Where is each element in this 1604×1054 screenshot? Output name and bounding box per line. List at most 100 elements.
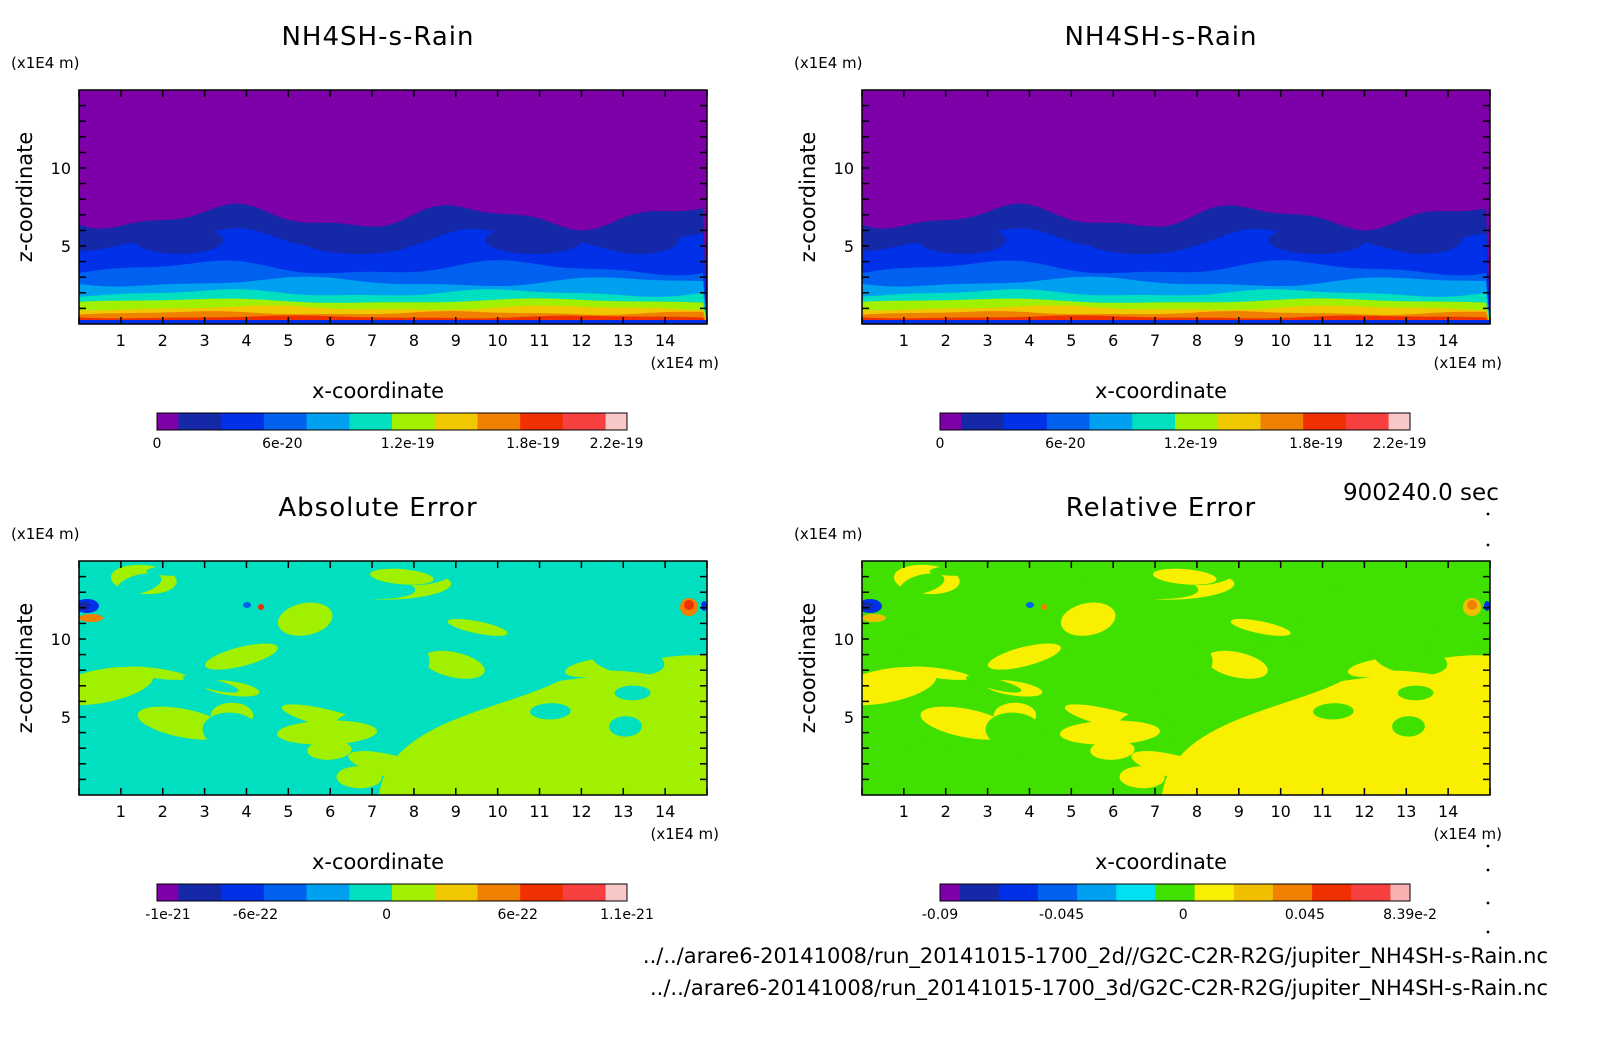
x-tick-label: 9 xyxy=(1234,331,1244,350)
x-tick-label: 2 xyxy=(158,331,168,350)
contour-cell-3 xyxy=(1382,226,1462,254)
contour-cell-3 xyxy=(599,226,679,254)
colorbar-frame xyxy=(939,412,1411,431)
colorbar-swatch xyxy=(605,884,628,901)
x-tick-label: 8 xyxy=(409,802,419,821)
colorbar-swatch xyxy=(1089,413,1133,430)
colorbar: -1e-21 -6e-22 0 6e-22 1.1e-21 xyxy=(145,883,654,923)
contour-blob xyxy=(1418,627,1487,652)
contour-field xyxy=(862,561,1490,795)
contour-blob xyxy=(530,703,571,720)
contour-blob xyxy=(336,766,382,789)
colorbar-tick-label: 6e-20 xyxy=(262,436,302,452)
colorbar-swatch xyxy=(263,884,307,901)
contour-blob xyxy=(1131,751,1220,783)
x-tick-label: 6 xyxy=(1108,331,1118,350)
contour-blob xyxy=(1397,685,1434,701)
x-tick-label: 10 xyxy=(1270,802,1290,821)
colorbar-tick-label: 6e-22 xyxy=(498,907,538,923)
margin-dot xyxy=(1486,930,1490,934)
contour-blob xyxy=(348,751,437,783)
x-tick-label: 13 xyxy=(613,802,633,821)
x-tick-label: 4 xyxy=(241,802,251,821)
colorbar-swatch xyxy=(477,884,521,901)
feature-left-orange xyxy=(79,614,103,622)
contour-blob xyxy=(1374,643,1448,676)
colorbar-swatch xyxy=(562,413,607,430)
colorbar-swatch xyxy=(477,413,521,430)
x-tick-label: 11 xyxy=(529,802,549,821)
contour-cell-2 xyxy=(1268,226,1366,254)
feature-right-red xyxy=(684,600,694,610)
x-tick-label: 13 xyxy=(613,331,633,350)
chart-title: NH4SH-s-Rain xyxy=(1064,22,1257,52)
chart-title: NH4SH-s-Rain xyxy=(281,22,474,52)
contour-blob xyxy=(1090,740,1135,760)
colorbar-tick-label: -1e-21 xyxy=(145,907,190,923)
contour-blob xyxy=(1150,682,1190,700)
y-tick-label: 5 xyxy=(61,708,71,727)
colorbar-swatch xyxy=(1303,413,1347,430)
plot-frame xyxy=(78,89,708,325)
contour-blob xyxy=(905,666,972,680)
x-tick-label: 11 xyxy=(529,331,549,350)
colorbar-swatch xyxy=(221,884,265,901)
x-tick-label: 2 xyxy=(941,802,951,821)
x-tick-label: 11 xyxy=(1312,802,1332,821)
colorbar-tick-label: -6e-22 xyxy=(233,907,278,923)
colorbar-swatch xyxy=(1004,413,1048,430)
feature-left-dark xyxy=(862,602,873,610)
colorbar-swatch xyxy=(1390,884,1411,901)
contour-blob xyxy=(929,562,1015,576)
x-tick-label: 5 xyxy=(283,802,293,821)
colorbar-swatch xyxy=(349,884,393,901)
contour-blob xyxy=(423,650,485,679)
y-unit-label: (x1E4 m) xyxy=(794,525,863,543)
colorbar-swatch xyxy=(1046,413,1090,430)
margin-dot xyxy=(1486,844,1490,848)
colorbar: -0.09 -0.045 0 0.045 8.39e-2 xyxy=(922,883,1437,923)
colorbar-swatch xyxy=(1194,884,1235,901)
contour-blob xyxy=(117,573,162,595)
chart-title: Absolute Error xyxy=(278,493,477,523)
feature-red-spot xyxy=(258,604,264,610)
margin-dot xyxy=(1486,512,1490,516)
colorbar-tick-label: 1.1e-21 xyxy=(600,907,654,923)
contour-blob xyxy=(637,655,707,682)
contour-blob xyxy=(1230,618,1291,636)
contour-blob xyxy=(202,712,259,749)
colorbar-tick-label: 0 xyxy=(382,907,391,923)
colorbar: 0 6e-20 1.2e-19 1.8e-19 2.2e-19 xyxy=(936,412,1427,452)
contour-field xyxy=(79,561,707,795)
x-tick-label: 1 xyxy=(899,331,909,350)
colorbar-swatch xyxy=(961,413,1005,430)
colorbar-swatch xyxy=(157,413,179,430)
colorbar-swatch xyxy=(1132,413,1176,430)
feature-left-dark xyxy=(79,602,90,610)
x-tick-label: 14 xyxy=(1438,331,1458,350)
x-tick-label: 4 xyxy=(241,331,251,350)
contour-blob xyxy=(965,675,1022,693)
colorbar-frame xyxy=(156,883,628,902)
x-tick-label: 10 xyxy=(487,802,507,821)
colorbar-swatch xyxy=(520,413,564,430)
x-tick-label: 12 xyxy=(1354,331,1374,350)
colorbar-swatch xyxy=(1175,413,1219,430)
feature-right-blue xyxy=(701,601,707,611)
colorbar-swatch xyxy=(562,884,607,901)
time-label: 900240.0 sec xyxy=(1343,480,1499,506)
contour-blob xyxy=(367,682,407,700)
contour-blob xyxy=(277,720,377,745)
x-tick-label: 10 xyxy=(487,331,507,350)
x-tick-label: 9 xyxy=(451,802,461,821)
x-unit-label: (x1E4 m) xyxy=(650,825,719,843)
contour-cell-1 xyxy=(301,226,417,254)
contour-blob xyxy=(307,740,352,760)
colorbar-tick-label: 2.2e-19 xyxy=(1373,436,1427,452)
contour-blob xyxy=(79,633,134,662)
x-tick-label: 5 xyxy=(1066,802,1076,821)
y-unit-label: (x1E4 m) xyxy=(794,54,863,72)
contour-blob xyxy=(146,562,232,576)
contour-blob xyxy=(447,618,508,636)
